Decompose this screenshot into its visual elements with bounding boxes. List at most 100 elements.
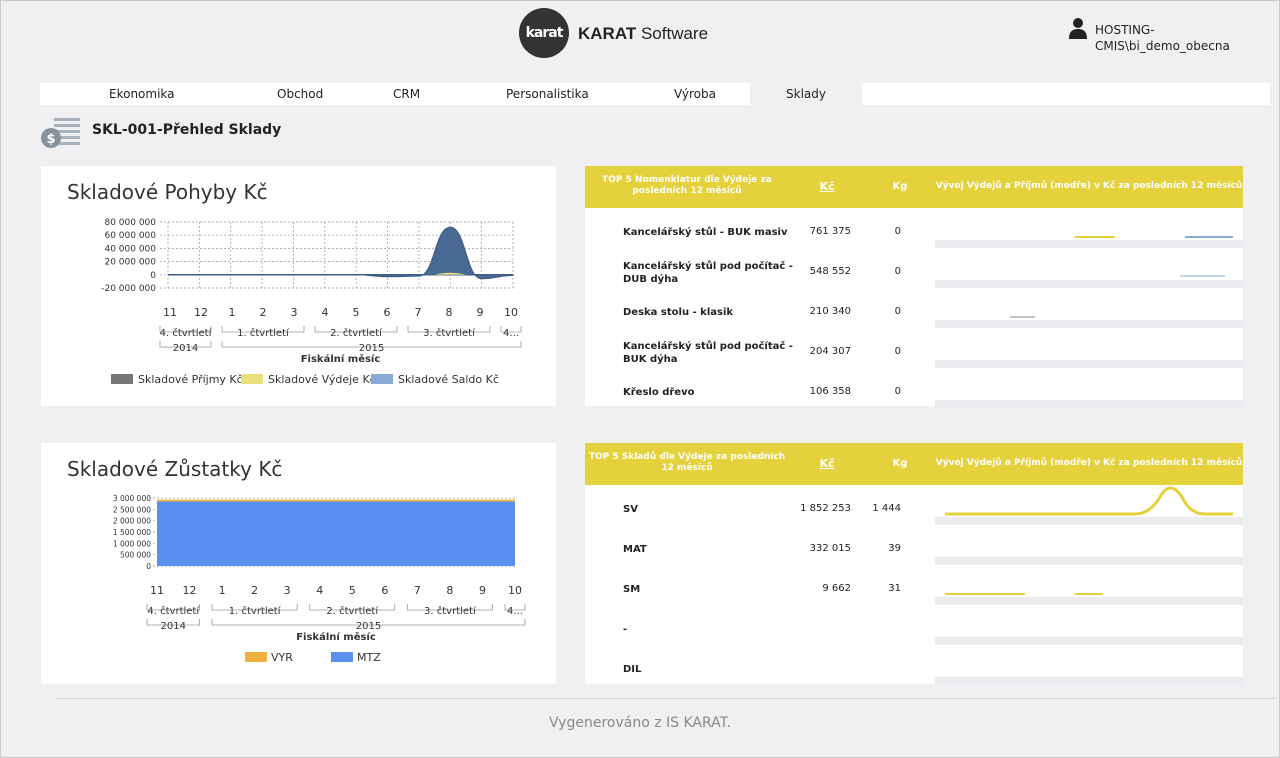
row-kg: 0 [894,346,901,357]
y-tick-label: 0 [146,562,151,571]
chart-title: Skladové Pohyby Kč [67,180,268,204]
row-name: MAT [623,544,647,555]
y-tick-label: 0 [150,271,156,281]
x-tick-label: 7 [414,584,421,597]
tab-sklady[interactable]: Sklady [750,83,862,105]
user-line1: HOSTING- [1095,23,1155,37]
tab-obchod[interactable]: Obchod [277,87,324,101]
quarter-label: 4... [503,328,519,339]
tab-ekonomika[interactable]: Ekonomika [109,87,175,101]
sparkline-separator [935,240,1243,248]
top5-nomenklatur-table: TOP 5 Nomenklatur dle Výdeje za poslední… [585,166,1243,408]
legend-label: Skladové Příjmy Kč [138,373,243,386]
x-tick-label: 2 [260,306,267,319]
sparkline-separator [935,400,1243,408]
report-icon: $ [41,118,80,148]
x-tick-label: 8 [446,306,453,319]
sparkline-separator [935,320,1243,328]
quarter-bracket [406,604,493,611]
row-kg: 39 [888,543,901,554]
quarter-bracket [146,604,200,611]
row-name: Deska stolu - klasik [623,307,734,318]
col-header-name: TOP 5 Skladů dle Výdeje za posledních 12… [588,452,786,473]
sparkline-separator [935,557,1243,565]
sparkline [935,248,1243,280]
quarter-bracket [500,326,522,333]
col-header-kg: Kg [892,458,908,469]
nav-tabs: Ekonomika Obchod CRM Personalistika Výro… [40,83,1270,105]
sparkline-graph [1180,275,1225,277]
x-tick-label: 2 [251,584,258,597]
x-tick-label: 10 [508,584,522,597]
user-account[interactable]: HOSTING- CMIS\bi_demo_obecna [1095,22,1245,54]
sparkline-graph [935,368,1243,400]
series-area-mtz [157,501,515,566]
legend-label: VYR [271,651,293,664]
sparkline-separator [935,360,1243,368]
x-tick-label: 4 [322,306,329,319]
sparkline-separator [935,280,1243,288]
x-tick-label: 3 [291,306,298,319]
tab-crm[interactable]: CRM [393,87,421,101]
brand-name: KARAT Software [578,24,708,44]
brand-rest: Software [636,24,709,43]
row-kc: 761 375 [809,226,851,237]
sparkline [935,565,1243,597]
x-tick-label: 1 [219,584,226,597]
row-name: Kancelářský stůl pod počítač - BUK dýha [623,341,793,365]
row-name: DIL [623,664,642,675]
sparkline [935,525,1243,557]
year-bracket [221,341,522,348]
sparkline-graph [935,645,1243,677]
quarter-bracket [159,326,212,333]
sparkline-graph [1075,236,1233,238]
logo-text: karat [525,25,564,41]
page-title: SKL-001-Přehled Sklady [92,122,282,138]
legend-swatch [241,374,263,384]
x-tick-label: 11 [150,584,164,597]
karat-logo: karat [519,8,569,58]
legend-label: Skladové Výdeje Kč [268,373,376,386]
col-header-trend: Vývoj Výdejů a Příjmů (modře) v Kč za po… [935,458,1243,468]
col-header-kc[interactable]: Kč [819,457,835,470]
y-tick-label: 60 000 000 [104,231,156,241]
quarter-label: 3. čtvrtletí [423,327,476,339]
sparkline [935,645,1243,677]
quarter-label: 1. čtvrtletí [237,327,290,339]
tab-vyroba[interactable]: Výroba [674,87,716,101]
col-header-kc[interactable]: Kč [819,180,835,193]
legend-swatch [245,652,267,662]
year-label: 2015 [356,621,381,632]
series-area-vydeje [434,272,466,275]
row-kg: 0 [894,386,901,397]
series-area-saldo [167,226,514,280]
legend-label: Skladové Saldo Kč [398,373,499,386]
sparkline [935,208,1243,240]
row-name: Křeslo dřevo [623,387,695,398]
y-tick-label: 3 000 000 [113,494,151,503]
row-kg: 0 [894,306,901,317]
y-tick-label: 80 000 000 [104,218,156,228]
tab-personalistika[interactable]: Personalistika [506,87,589,101]
nav-bar [40,83,750,105]
row-name: SV [623,504,638,515]
x-tick-label: 8 [446,584,453,597]
series-area-vyr [157,499,515,502]
sparkline [935,288,1243,320]
quarter-label: 3. čtvrtletí [424,605,477,617]
chart-zustatky: 3 000 000 2 500 000 2 000 000 1 500 000 1 00… [113,494,526,664]
x-tick-label: 11 [163,306,177,319]
quarter-bracket [221,326,305,333]
quarter-bracket [314,326,398,333]
row-kc: 9 662 [822,583,851,594]
y-tick-label: 1 500 000 [113,528,151,537]
sparkline [935,368,1243,400]
sparkline [935,485,1243,517]
x-tick-label: 12 [183,584,197,597]
sparkline [935,605,1243,637]
row-kc: 210 340 [809,306,851,317]
chart-panel-zustatky: Skladové Zůstatky Kč 3 000 000 2 500 000 2… [41,443,556,684]
row-kg: 31 [888,583,901,594]
legend-swatch [371,374,393,384]
quarter-label: 4. čtvrtletí [160,327,213,339]
